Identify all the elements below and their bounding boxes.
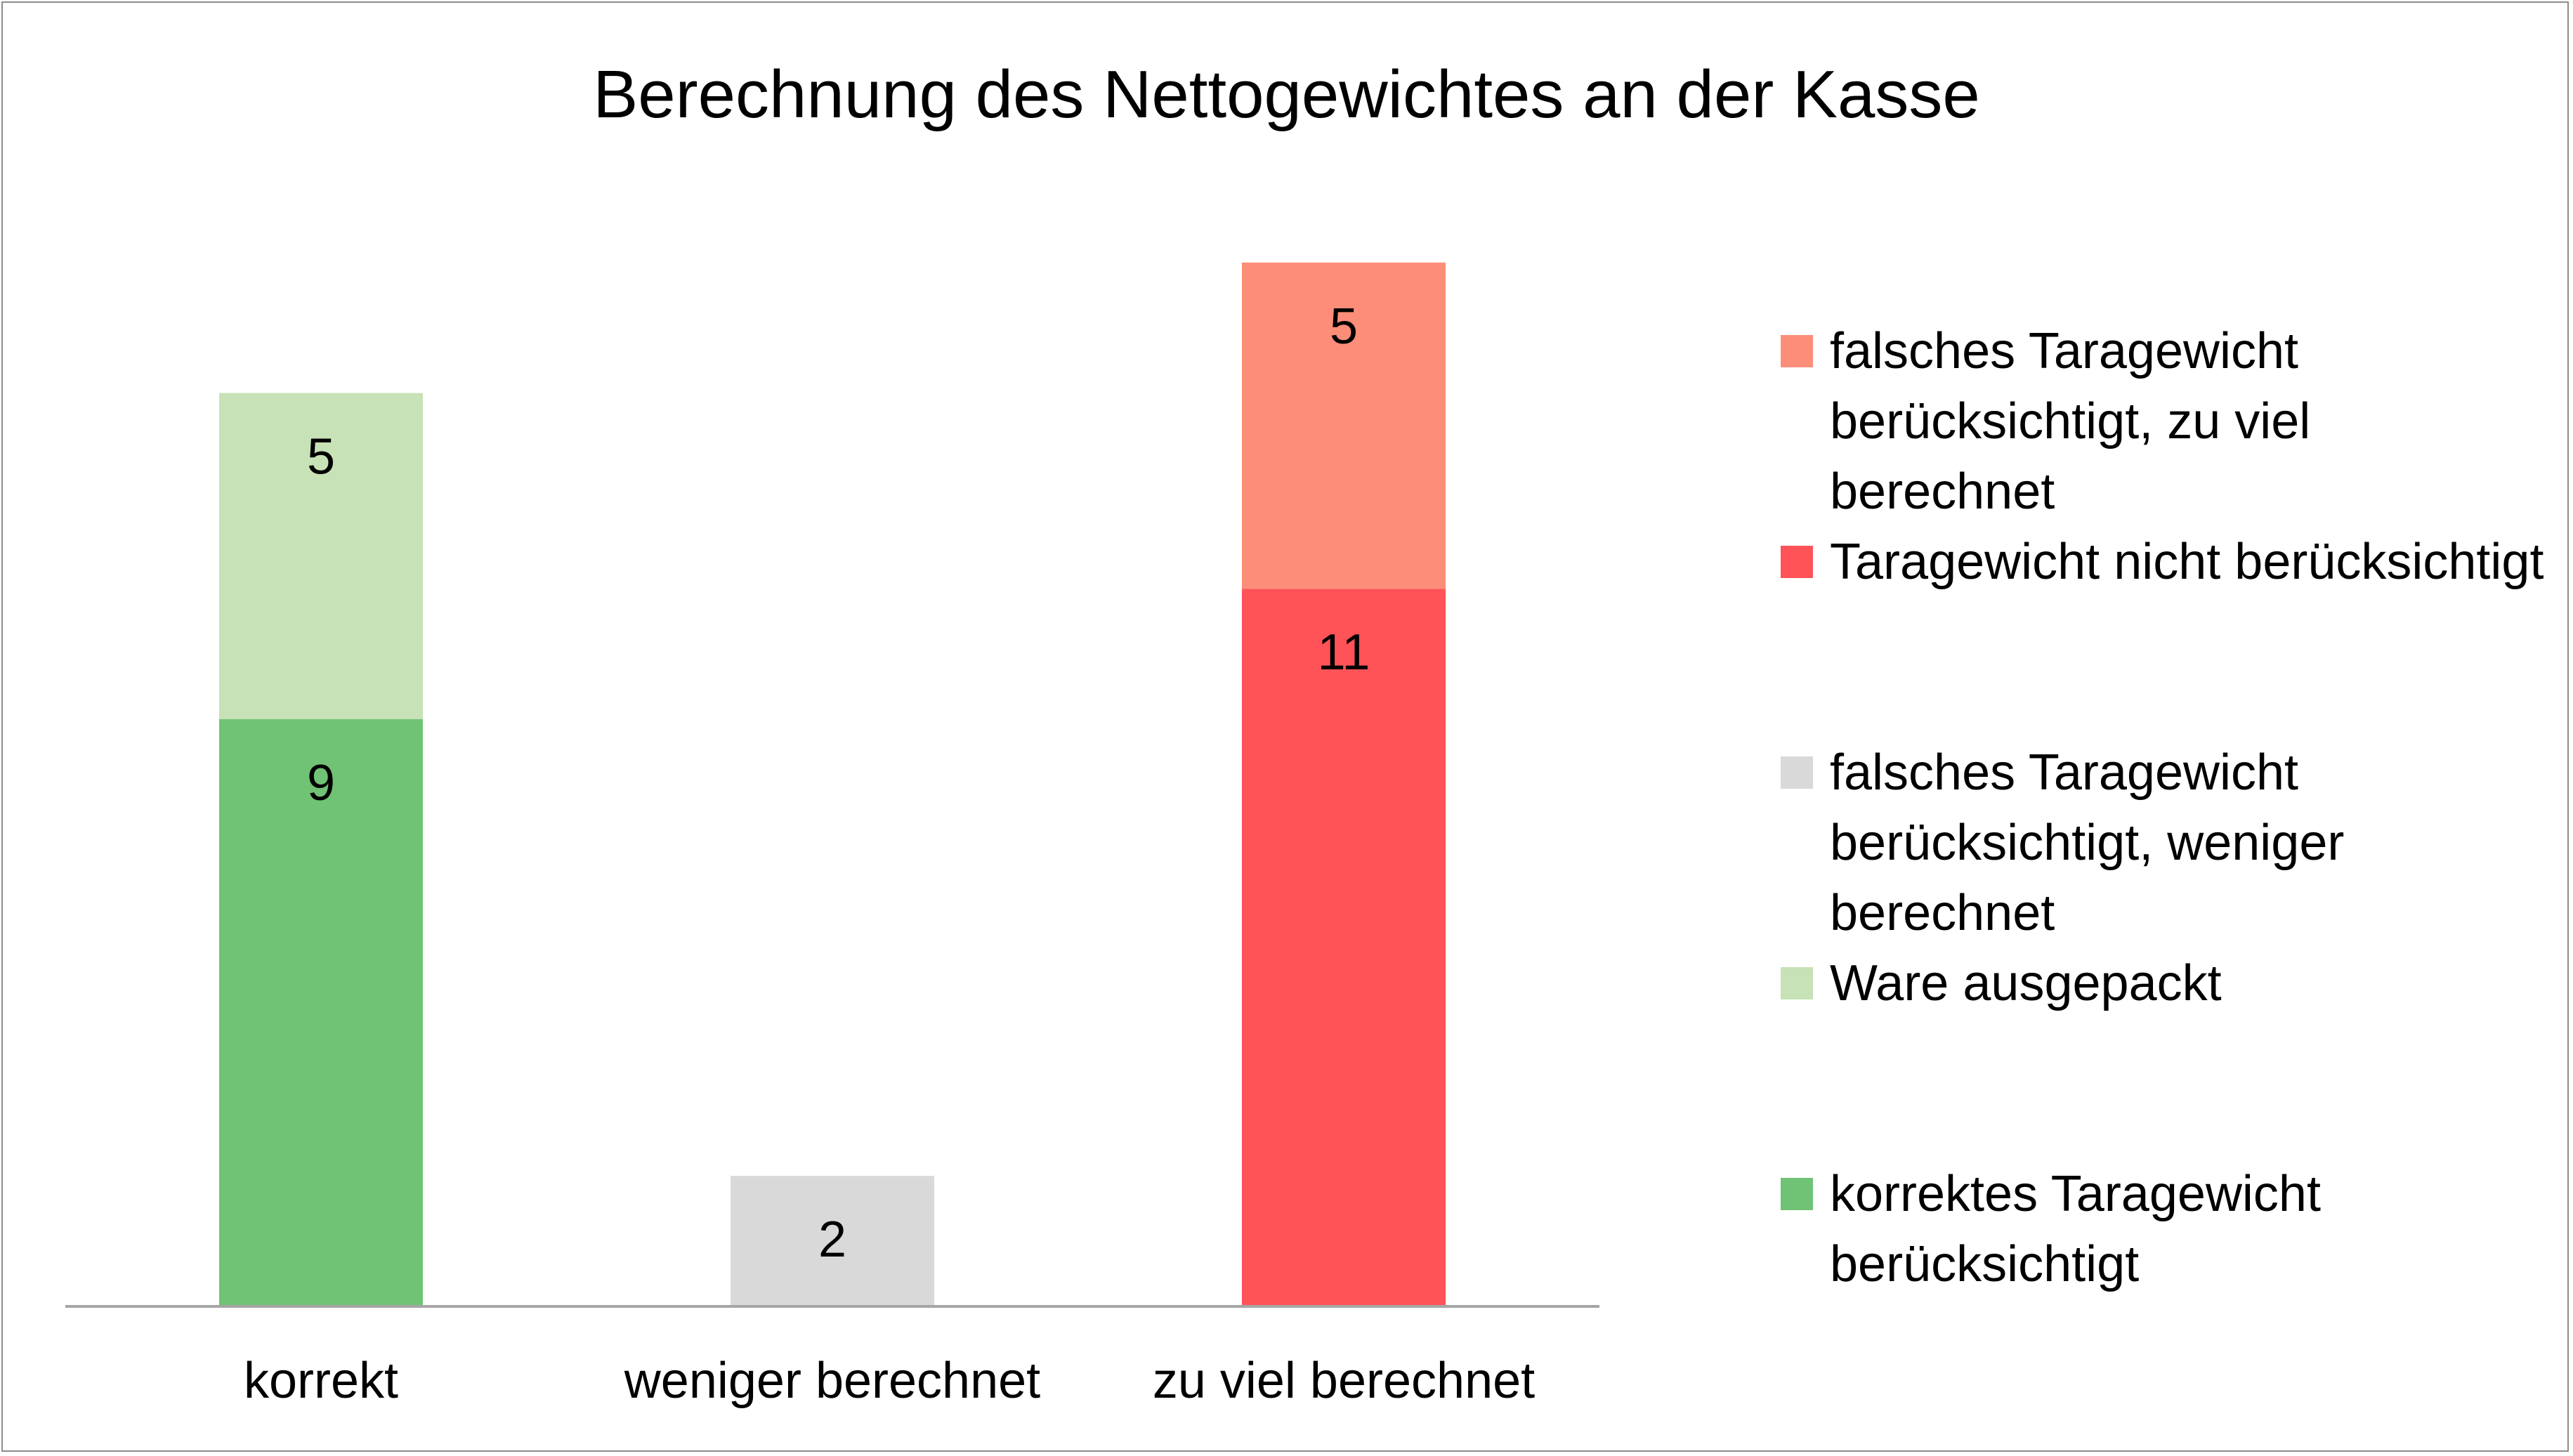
- legend-swatch: [1781, 967, 1813, 999]
- data-label-3-4: 11: [1318, 624, 1370, 681]
- x-tick-label-2: weniger berechnet: [624, 1353, 1040, 1409]
- x-tick-label-1: korrekt: [244, 1353, 398, 1409]
- legend-label: Ware ausgepackt: [1830, 955, 2222, 1011]
- legend-swatch: [1781, 756, 1813, 789]
- legend-swatch: [1781, 335, 1813, 367]
- bar-segment-3-4: [1242, 589, 1446, 1306]
- legend-label: Taragewicht nicht berücksichtigt: [1830, 534, 2544, 590]
- bar-segment-1-2: [219, 393, 423, 719]
- legend-label: korrektes Taragewicht berücksichtigt: [1830, 1166, 2321, 1292]
- data-label-3-5: 5: [1330, 299, 1358, 355]
- bar-segment-3-5: [1242, 262, 1446, 589]
- data-label-1-2: 5: [307, 429, 335, 485]
- x-tick-label-3: zu viel berechnet: [1153, 1353, 1535, 1409]
- chart-title: Berechnung des Nettogewichtes an der Kas…: [593, 57, 1980, 132]
- legend-swatch: [1781, 546, 1813, 578]
- bar-segment-2-3: [731, 1176, 934, 1306]
- bar-segment-1-1: [219, 719, 423, 1306]
- data-label-1-1: 9: [307, 755, 335, 811]
- legend-label: falsches Taragewicht berücksichtigt, zu …: [1830, 323, 2311, 520]
- legend-label: falsches Taragewicht berücksichtigt, wen…: [1830, 745, 2345, 941]
- data-label-2-3: 2: [818, 1212, 846, 1268]
- legend-swatch: [1781, 1178, 1813, 1210]
